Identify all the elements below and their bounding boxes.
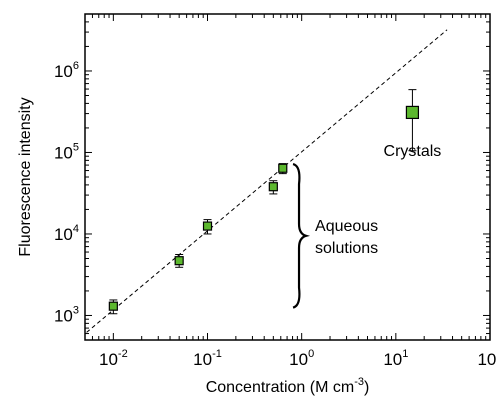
data-points (108, 89, 420, 315)
data-point (278, 163, 288, 173)
x-tick-label: 10-2 (99, 348, 128, 369)
x-tick-label: 100 (289, 348, 314, 369)
data-point (268, 182, 278, 192)
plot-frame (84, 13, 491, 341)
fit-line (86, 29, 448, 333)
annotation-crystals: Crystals (384, 143, 442, 160)
axis-ticks (84, 13, 491, 341)
y-tick-label: 103 (54, 304, 79, 325)
annotations: Crystals Aqueous solutions (292, 143, 442, 309)
plot-area: 10-2 10-1 100 101 102 103 104 105 106 Crystals Aq… (54, 13, 496, 369)
data-point (174, 256, 184, 266)
y-axis-title: Fluorescence intensity (17, 97, 34, 256)
data-point (405, 105, 420, 120)
y-tick-label: 104 (54, 223, 79, 244)
data-point (108, 301, 118, 311)
axis-tick-labels: 10-2 10-1 100 101 102 103 104 105 106 (54, 60, 496, 369)
y-tick-label: 106 (54, 60, 79, 81)
annotation-solutions: solutions (315, 240, 378, 257)
annotation-aqueous: Aqueous (315, 218, 378, 235)
x-tick-label: 102 (477, 348, 496, 369)
y-tick-label: 105 (54, 141, 79, 162)
data-point (202, 221, 213, 231)
brace (292, 163, 311, 309)
x-axis-title: Concentration (M cm-3) (206, 376, 370, 396)
x-tick-label: 101 (383, 348, 408, 369)
x-tick-label: 10-1 (193, 348, 222, 369)
